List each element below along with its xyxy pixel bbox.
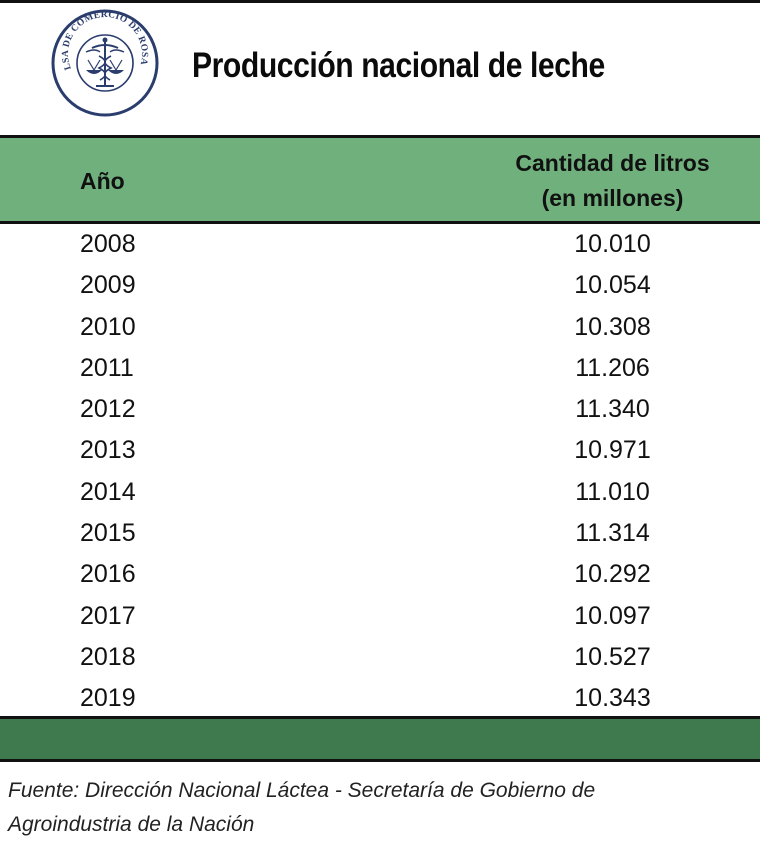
table-body: 2008 10.010 2009 10.054 2010 10.308 2011… bbox=[0, 226, 760, 722]
cell-year: 2013 bbox=[80, 436, 136, 465]
table-row: 2012 11.340 bbox=[0, 391, 760, 432]
cell-year: 2010 bbox=[80, 312, 136, 341]
table-row: 2010 10.308 bbox=[0, 309, 760, 350]
bolsa-comercio-rosario-logo: BOLSA DE COMERCIO DE ROSARIO bbox=[50, 8, 159, 117]
cell-year: 2014 bbox=[80, 477, 136, 506]
table-row: 2009 10.054 bbox=[0, 267, 760, 308]
cell-value: 10.292 bbox=[574, 560, 651, 589]
table-row: 2013 10.971 bbox=[0, 432, 760, 473]
cell-value: 10.010 bbox=[574, 230, 651, 258]
cell-value: 10.343 bbox=[574, 684, 651, 713]
table-header-row: Año Cantidad de litros (en millones) bbox=[0, 135, 760, 224]
table-footer-band bbox=[0, 716, 760, 762]
cell-year: 2017 bbox=[80, 601, 136, 630]
cell-year: 2015 bbox=[80, 519, 136, 548]
cell-year: 2009 bbox=[80, 271, 136, 300]
table-row: 2008 10.010 bbox=[0, 226, 760, 267]
cell-value: 11.206 bbox=[575, 353, 650, 382]
cell-year: 2016 bbox=[80, 560, 136, 589]
cell-value: 10.971 bbox=[574, 436, 651, 465]
cell-value: 10.097 bbox=[574, 601, 651, 630]
cell-year: 2018 bbox=[80, 642, 136, 671]
table-row: 2017 10.097 bbox=[0, 598, 760, 639]
top-rule bbox=[0, 0, 760, 3]
table-row: 2014 11.010 bbox=[0, 474, 760, 515]
cell-value: 11.314 bbox=[575, 519, 650, 548]
column-header-quantity-line2: (en millones) bbox=[541, 185, 684, 211]
column-header-year: Año bbox=[80, 168, 125, 194]
cell-year: 2019 bbox=[80, 684, 136, 713]
cell-year: 2011 bbox=[80, 353, 134, 382]
cell-value: 11.340 bbox=[575, 395, 650, 424]
table-row: 2019 10.343 bbox=[0, 680, 760, 721]
source-note: Fuente: Dirección Nacional Láctea - Secr… bbox=[8, 774, 748, 842]
cell-year: 2012 bbox=[80, 395, 136, 424]
page-title: Producción nacional de leche bbox=[192, 46, 605, 85]
cell-value: 10.527 bbox=[574, 642, 651, 671]
table-row: 2016 10.292 bbox=[0, 556, 760, 597]
cell-value: 10.054 bbox=[574, 271, 651, 300]
cell-year: 2008 bbox=[80, 230, 136, 258]
source-line-1: Fuente: Dirección Nacional Láctea - Secr… bbox=[8, 779, 596, 802]
table-row: 2018 10.527 bbox=[0, 639, 760, 680]
cell-value: 10.308 bbox=[574, 312, 651, 341]
table-row: 2015 11.314 bbox=[0, 515, 760, 556]
table-row: 2011 11.206 bbox=[0, 350, 760, 391]
cell-value: 11.010 bbox=[575, 477, 650, 506]
source-line-2: Agroindustria de la Nación bbox=[8, 813, 255, 836]
column-header-quantity-line1: Cantidad de litros bbox=[515, 150, 710, 176]
column-header-quantity: Cantidad de litros (en millones) bbox=[470, 146, 755, 216]
